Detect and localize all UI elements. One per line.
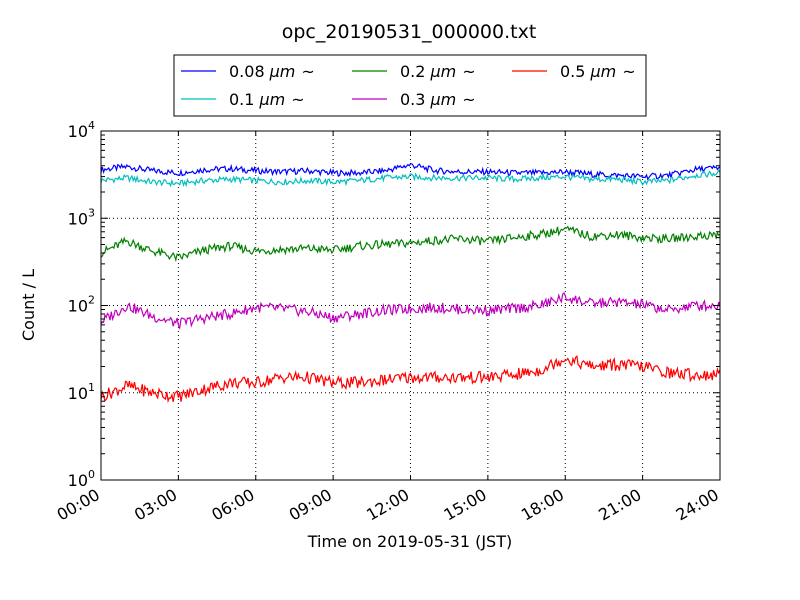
series-line	[100, 292, 721, 331]
series-layer	[100, 163, 721, 404]
y-axis: 100 101 102 103 104	[68, 119, 720, 490]
legend-label: 0.2 μm ~	[400, 62, 476, 81]
y-tick-label: 102	[68, 294, 95, 316]
legend-label: 0.5 μm ~	[560, 62, 636, 81]
series-line	[100, 354, 721, 404]
y-tick-label: 101	[68, 381, 95, 403]
series-line	[100, 225, 721, 263]
legend-label: 0.1 μm ~	[229, 90, 305, 109]
y-tick-label: 104	[68, 119, 95, 141]
legend-label: 0.3 μm ~	[400, 90, 476, 109]
y-tick-label: 103	[68, 206, 95, 228]
legend-label: 0.08 μm ~	[229, 62, 315, 81]
legend: 0.08 μm ~ 0.1 μm ~ 0.2 μm ~ 0.3 μm ~ 0.5 μm ~	[173, 54, 647, 117]
chart-title: opc_20190531_000000.txt	[282, 21, 537, 43]
y-tick-label: 100	[68, 468, 95, 490]
x-axis-label: Time on 2019-05-31 (JST)	[307, 532, 512, 551]
legend-box	[173, 54, 647, 117]
y-axis-label: Count / L	[19, 269, 38, 341]
series-line	[100, 169, 721, 188]
